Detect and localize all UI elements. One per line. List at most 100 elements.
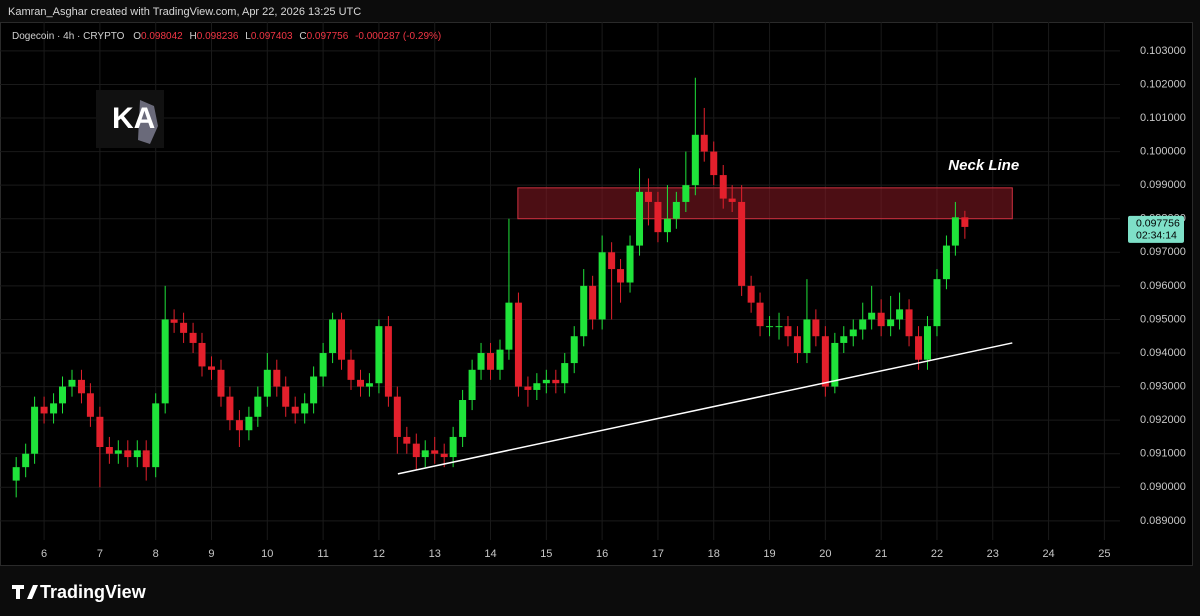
x-tick-label: 9: [208, 548, 214, 560]
candle-body: [868, 312, 876, 320]
candle-body: [356, 379, 364, 387]
candle-body: [608, 252, 616, 270]
candle-body: [40, 406, 48, 414]
x-tick-label: 12: [373, 548, 385, 560]
candle-body: [784, 326, 792, 337]
candle-body: [923, 326, 931, 360]
candle-body: [375, 326, 383, 384]
candle-body: [329, 319, 337, 354]
x-tick-label: 25: [1098, 548, 1110, 560]
candle-body: [86, 393, 94, 417]
logo: KA: [96, 90, 164, 148]
candle-body: [644, 191, 652, 202]
x-tick-label: 17: [652, 548, 664, 560]
candle-body: [347, 359, 355, 380]
candle-body: [849, 329, 857, 337]
footer-text: TradingView: [40, 582, 147, 602]
candle-body: [50, 403, 58, 414]
legend-field: O: [133, 31, 141, 42]
x-tick-label: 14: [484, 548, 496, 560]
candle-body: [514, 302, 522, 387]
candle-body: [226, 396, 234, 421]
candle-body: [580, 285, 588, 337]
candle-body: [273, 369, 281, 387]
candle-body: [217, 369, 225, 397]
price-tag-value: 0.097756: [1136, 218, 1180, 230]
candle-body: [263, 369, 271, 397]
candle-body: [207, 366, 215, 370]
candle-body: [951, 217, 959, 246]
candle-body: [459, 400, 467, 437]
candle-body: [775, 326, 783, 328]
x-tick-label: 8: [153, 548, 159, 560]
candle-body: [393, 396, 401, 437]
candle-body: [384, 326, 392, 397]
candle-body: [840, 336, 848, 343]
candle-body: [663, 218, 671, 233]
candle-body: [859, 319, 867, 330]
legend-value: 0.098042: [141, 31, 183, 42]
price-tag: [1128, 215, 1184, 243]
candle-body: [189, 332, 197, 343]
candle-body: [365, 383, 373, 387]
y-tick-label: 0.092000: [1140, 414, 1186, 426]
candle-body: [803, 319, 811, 354]
candle-body: [291, 406, 299, 414]
candle-body: [77, 379, 85, 394]
candle-body: [124, 450, 132, 458]
candle-body: [245, 416, 253, 431]
candle-body: [793, 336, 801, 354]
candle-body: [440, 453, 448, 458]
x-tick-label: 6: [41, 548, 47, 560]
candle-body: [728, 198, 736, 202]
price-tag-countdown: 02:34:14: [1136, 230, 1177, 242]
candle-body: [961, 217, 969, 227]
candle-body: [22, 453, 30, 468]
y-tick-label: 0.095000: [1140, 313, 1186, 325]
candle-body: [421, 450, 429, 458]
candle-body: [636, 191, 644, 246]
y-tick-label: 0.090000: [1140, 481, 1186, 493]
legend-field: C: [299, 31, 306, 42]
candle-body: [877, 312, 885, 327]
footer-logo: TradingView: [12, 582, 147, 602]
x-tick-label: 7: [97, 548, 103, 560]
candle-body: [133, 450, 141, 458]
y-tick-label: 0.101000: [1140, 112, 1186, 124]
legend-change: -0.000287 (-0.29%): [355, 31, 441, 42]
y-tick-label: 0.093000: [1140, 380, 1186, 392]
tv-icon: [12, 585, 38, 599]
x-tick-label: 18: [708, 548, 720, 560]
x-tick-label: 23: [987, 548, 999, 560]
candle-body: [812, 319, 820, 337]
candle-body: [654, 201, 662, 233]
candle-body: [896, 309, 904, 320]
candle-body: [682, 185, 690, 202]
y-tick-label: 0.089000: [1140, 515, 1186, 527]
header-text: Kamran_Asghar created with TradingView.c…: [8, 6, 361, 18]
y-tick-label: 0.102000: [1140, 78, 1186, 90]
candle-body: [152, 403, 160, 468]
x-tick-label: 22: [931, 548, 943, 560]
logo-figure: [138, 100, 158, 144]
candle-body: [942, 245, 950, 280]
candle-body: [477, 353, 485, 370]
candle-body: [598, 252, 606, 320]
candle-body: [431, 450, 439, 454]
candle-body: [831, 342, 839, 387]
candle-body: [561, 363, 569, 384]
candle-body: [31, 406, 39, 454]
candle-body: [915, 336, 923, 360]
candle-body: [487, 353, 495, 370]
candle-body: [691, 134, 699, 186]
candle-body: [552, 379, 560, 384]
candle-body: [449, 436, 457, 458]
candle-body: [821, 336, 829, 387]
candle-body: [198, 342, 206, 367]
candle-body: [905, 309, 913, 337]
candle-body: [766, 326, 774, 328]
x-tick-label: 16: [596, 548, 608, 560]
candle-body: [338, 319, 346, 360]
